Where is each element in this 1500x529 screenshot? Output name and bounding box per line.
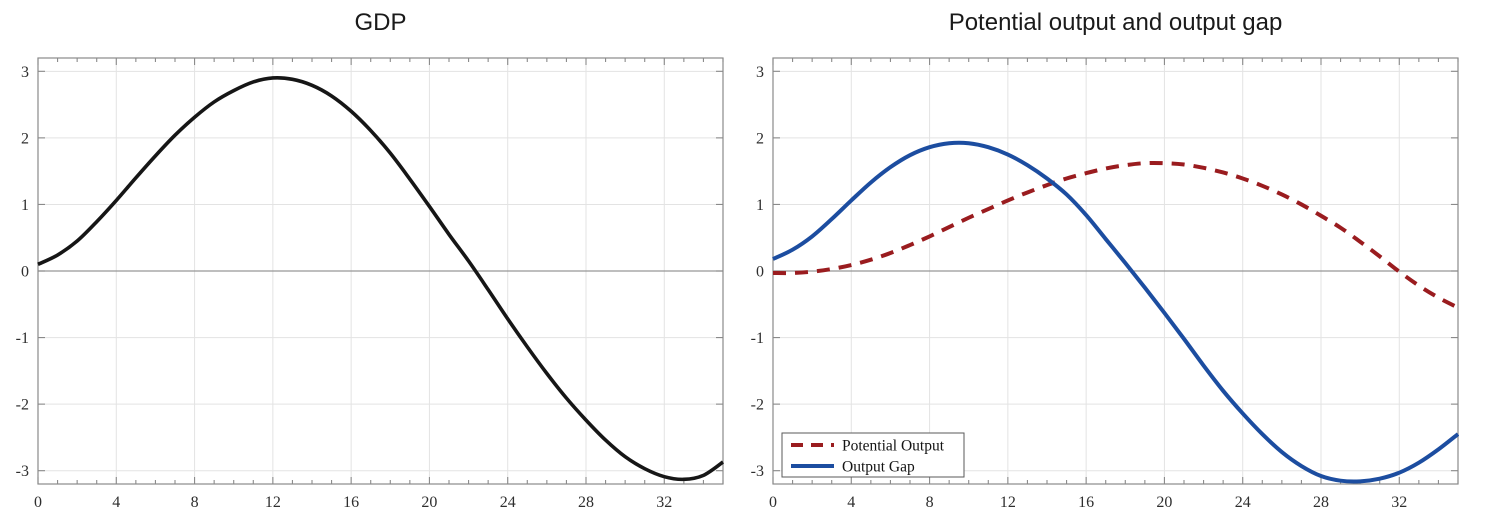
x-tick-label: 24: [500, 494, 516, 511]
gdp-line: [37, 76, 724, 482]
axis-ticks: [37, 58, 724, 484]
y-tick-label: 3: [21, 64, 29, 81]
x-tick-label: 0: [34, 494, 42, 511]
x-tick-label: 4: [112, 494, 120, 511]
y-tick-label: -1: [16, 330, 29, 347]
x-tick-label: 24: [1235, 494, 1251, 511]
x-tick-label: 28: [578, 494, 594, 511]
y-tick-label: -2: [16, 397, 29, 414]
output-gap-line: [772, 140, 1459, 484]
y-tick-label: -3: [751, 463, 764, 480]
x-tick-label: 20: [421, 494, 437, 511]
x-tick-label: 0: [769, 494, 777, 511]
x-tick-label: 32: [656, 494, 672, 511]
gdp-chart-title: GDP: [354, 9, 407, 36]
x-tick-label: 28: [1313, 494, 1329, 511]
legend-box: [781, 432, 965, 478]
y-tick-label: 1: [21, 197, 29, 214]
y-tick-label: 2: [21, 130, 29, 147]
x-tick-label: 8: [926, 494, 934, 511]
x-tick-label: 12: [1000, 494, 1016, 511]
legend-entry-label: Potential Output: [842, 438, 945, 455]
y-tick-label: 0: [21, 264, 29, 281]
y-tick-label: 1: [756, 197, 764, 214]
grid-lines: [773, 58, 1458, 484]
y-tick-label: 2: [756, 130, 764, 147]
potential-output-chart-panel: Potential output and output gap 0 4 8 12 16 2…: [750, 0, 1500, 529]
axis-ticks: [772, 58, 1459, 484]
y-tick-label: 0: [756, 264, 764, 281]
y-tick-label: -1: [751, 330, 764, 347]
potential-output-chart-title: Potential output and output gap: [948, 9, 1283, 36]
grid-lines: [38, 58, 723, 484]
y-tick-label: 3: [756, 64, 764, 81]
x-tick-label: 16: [343, 494, 359, 511]
y-tick-label: -2: [751, 397, 764, 414]
x-tick-label: 12: [265, 494, 281, 511]
x-tick-label: 4: [847, 494, 855, 511]
x-tick-label: 32: [1391, 494, 1407, 511]
series-group: [772, 140, 1459, 484]
legend-entry-label: Output Gap: [842, 459, 915, 476]
series-group: [37, 76, 724, 482]
y-tick-label: -3: [16, 463, 29, 480]
x-tick-label: 8: [191, 494, 199, 511]
x-tick-label: 16: [1078, 494, 1094, 511]
gdp-chart-panel: GDP 0 4 8 12 16 20 24 28 32 -3 -2 -1 0 1 2 3: [15, 9, 724, 511]
x-tick-label: 20: [1156, 494, 1172, 511]
potential-output-line: [772, 160, 1459, 310]
legend: Potential Output Output Gap: [781, 432, 965, 478]
